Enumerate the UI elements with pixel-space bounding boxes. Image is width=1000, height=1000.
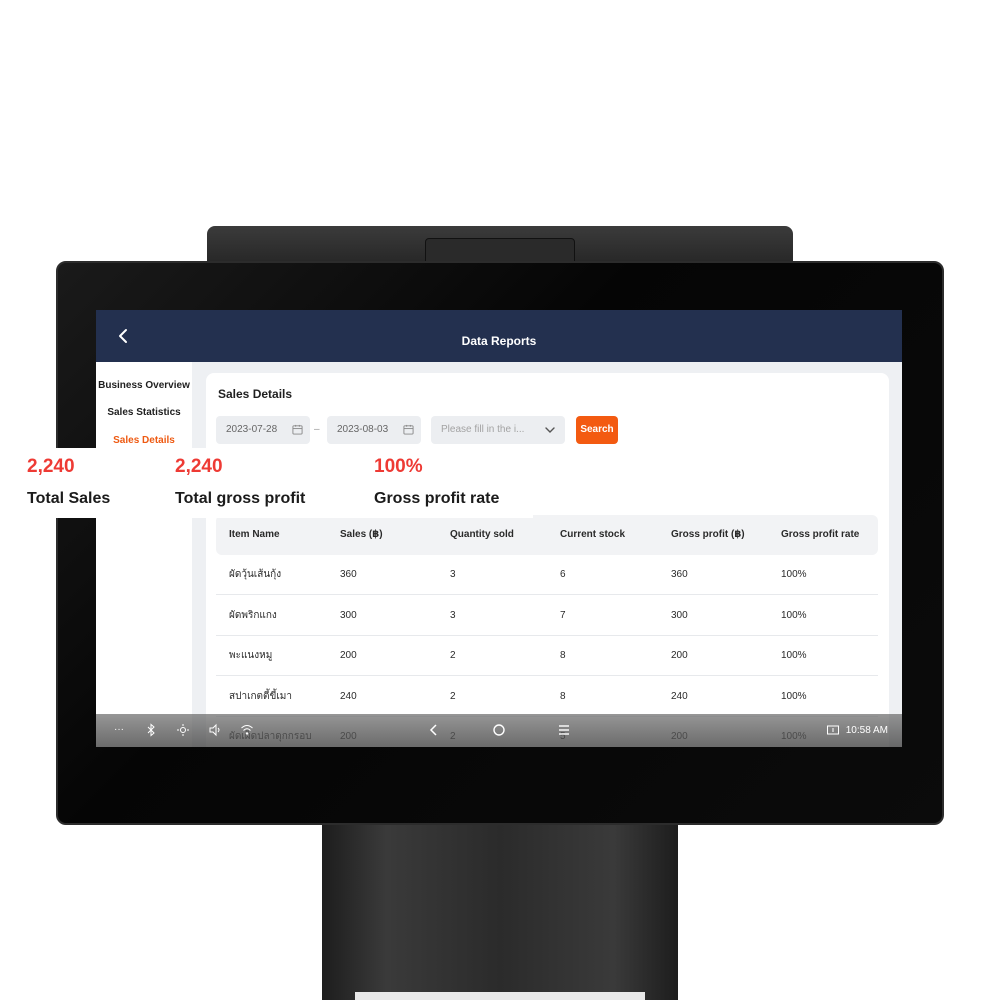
start-date-value: 2023-07-28	[226, 424, 278, 435]
item-name-cell: พะแนงหมู	[229, 650, 273, 661]
gross-profit-rate-value: 100%	[374, 456, 423, 477]
pos-screen: Data Reports Business Overview Sales Sta…	[96, 310, 902, 747]
column-header: Current stock	[560, 529, 626, 540]
system-clock: 10:58 AM	[845, 725, 888, 736]
total-sales-value: 2,240	[27, 456, 75, 477]
sidebar-item-business-overview[interactable]: Business Overview	[98, 380, 190, 391]
sidebar-item-sales-statistics[interactable]: Sales Statistics	[107, 407, 181, 418]
table-header: Item Name Sales (฿) Quantity sold Curren…	[216, 515, 878, 555]
gross-profit-cell: 200	[671, 650, 688, 661]
sales-cell: 240	[340, 691, 357, 702]
gross-profit-cell: 360	[671, 569, 688, 580]
column-header: Gross profit rate	[781, 529, 860, 540]
quantity-cell: 3	[450, 569, 456, 580]
calendar-icon	[403, 424, 414, 435]
table-row[interactable]: สปาเกตตี้ขี้เมา 240 2 8 240 100%	[216, 677, 878, 717]
gross-profit-rate-label: Gross profit rate	[374, 490, 500, 507]
home-icon[interactable]	[492, 723, 506, 737]
column-header: Sales (฿)	[340, 529, 383, 540]
menu-icon[interactable]	[557, 723, 571, 737]
device-stand	[322, 820, 678, 1000]
item-select-placeholder: Please fill in the i...	[441, 424, 525, 435]
page-title: Data Reports	[461, 334, 537, 348]
back-icon[interactable]	[427, 723, 441, 737]
stock-cell: 8	[560, 650, 566, 661]
bluetooth-icon[interactable]	[144, 723, 158, 737]
sidebar-item-sales-details[interactable]: Sales Details	[113, 435, 175, 446]
table-row[interactable]: ผัดพริกแกง 300 3 7 300 100%	[216, 596, 878, 636]
search-button[interactable]: Search	[576, 416, 618, 444]
back-arrow-icon[interactable]	[112, 324, 136, 348]
screenshot-icon[interactable]	[826, 723, 840, 737]
stand-base	[355, 992, 645, 1000]
table-row[interactable]: ผัดวุ้นเส้นกุ้ง 360 3 6 360 100%	[216, 555, 878, 595]
item-select[interactable]: Please fill in the i...	[431, 416, 565, 444]
start-date-field[interactable]: 2023-07-28	[216, 416, 310, 444]
item-name-cell: ผัดพริกแกง	[229, 610, 277, 621]
sales-details-card: Sales Details 2023-07-28 – 2023-08-03 Pl…	[206, 373, 889, 747]
end-date-value: 2023-08-03	[337, 424, 389, 435]
total-gross-profit-label: Total gross profit	[175, 490, 306, 507]
sales-cell: 300	[340, 610, 357, 621]
date-range-separator: –	[314, 424, 320, 435]
chevron-down-icon	[545, 427, 555, 433]
total-gross-profit-value: 2,240	[175, 456, 223, 477]
gross-profit-cell: 240	[671, 691, 688, 702]
quantity-cell: 3	[450, 610, 456, 621]
stock-cell: 8	[560, 691, 566, 702]
calendar-icon	[292, 424, 303, 435]
sales-cell: 360	[340, 569, 357, 580]
wifi-icon[interactable]	[240, 723, 254, 737]
report-sidebar: Business Overview Sales Statistics Sales…	[96, 362, 192, 747]
quantity-cell: 2	[450, 691, 456, 702]
gross-profit-rate-cell: 100%	[781, 610, 807, 621]
section-title: Sales Details	[218, 387, 293, 401]
stock-cell: 6	[560, 569, 566, 580]
end-date-field[interactable]: 2023-08-03	[327, 416, 421, 444]
gross-profit-rate-cell: 100%	[781, 691, 807, 702]
table-row[interactable]: พะแนงหมู 200 2 8 200 100%	[216, 636, 878, 676]
quantity-cell: 2	[450, 650, 456, 661]
column-header: Item Name	[229, 529, 280, 540]
app-header: Data Reports	[96, 310, 902, 362]
system-navigation-bar: ···	[96, 714, 902, 747]
summary-background	[18, 448, 533, 518]
volume-icon[interactable]	[208, 723, 222, 737]
item-name-cell: สปาเกตตี้ขี้เมา	[229, 691, 292, 702]
gross-profit-cell: 300	[671, 610, 688, 621]
sales-cell: 200	[340, 650, 357, 661]
more-icon[interactable]: ···	[114, 724, 124, 735]
brightness-icon[interactable]	[176, 723, 190, 737]
total-sales-label: Total Sales	[27, 490, 111, 507]
gross-profit-rate-cell: 100%	[781, 569, 807, 580]
gross-profit-rate-cell: 100%	[781, 650, 807, 661]
item-name-cell: ผัดวุ้นเส้นกุ้ง	[229, 569, 282, 580]
sales-summary: 2,240 Total Sales 2,240 Total gross prof…	[18, 448, 533, 518]
column-header: Gross profit (฿)	[671, 529, 745, 540]
stock-cell: 7	[560, 610, 566, 621]
column-header: Quantity sold	[450, 529, 514, 540]
